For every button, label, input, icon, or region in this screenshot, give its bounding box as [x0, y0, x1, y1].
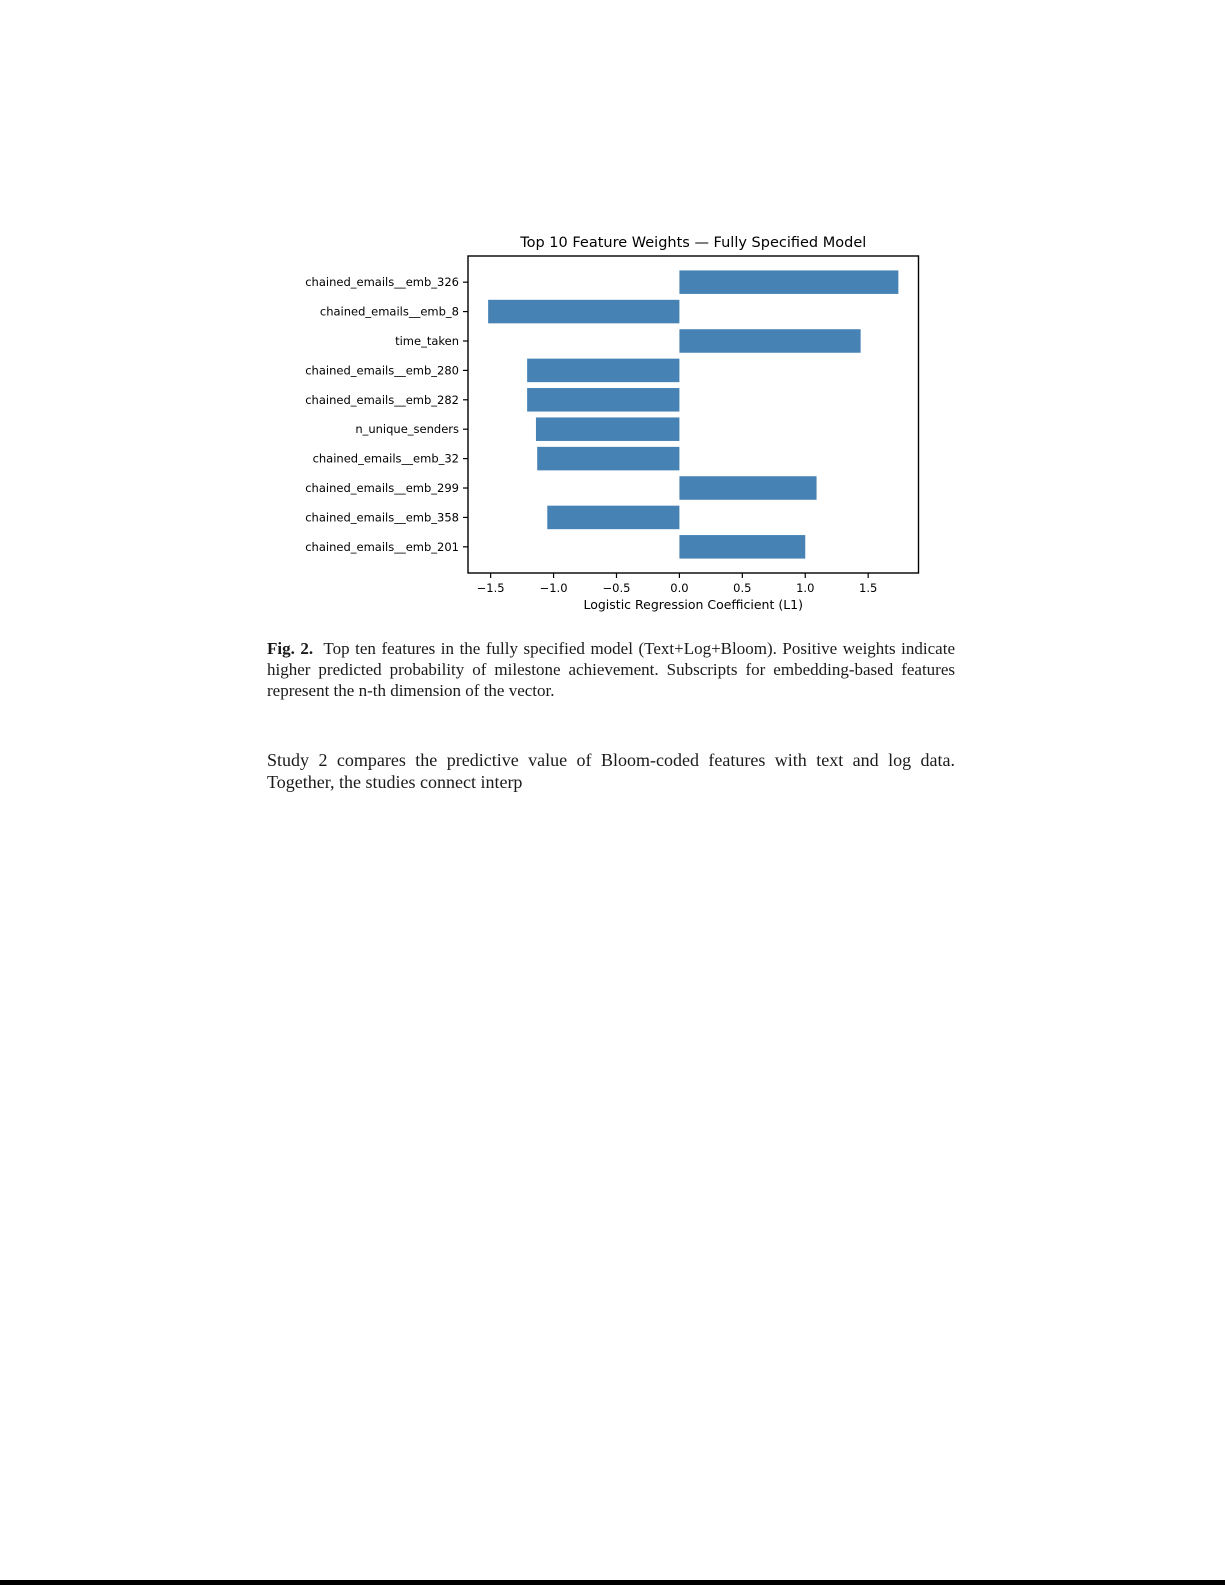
figure-caption-text: Top ten features in the fully specified … — [267, 639, 955, 700]
bar-chained_emails__emb_282 — [527, 388, 680, 412]
y-tick-label: chained_emails__emb_8 — [320, 305, 459, 319]
y-tick-label: chained_emails__emb_201 — [305, 540, 459, 554]
y-tick-label: chained_emails__emb_299 — [305, 481, 459, 495]
x-tick-label: 1.5 — [859, 581, 877, 595]
y-tick-label: chained_emails__emb_32 — [313, 452, 459, 466]
figure-caption: Fig. 2. Top ten features in the fully sp… — [267, 639, 955, 701]
x-tick-label: −0.5 — [603, 581, 631, 595]
y-tick-label: n_unique_senders — [355, 422, 459, 436]
x-tick-label: −1.5 — [477, 581, 505, 595]
x-axis-label: Logistic Regression Coefficient (L1) — [583, 597, 803, 612]
y-tick-label: chained_emails__emb_282 — [305, 393, 459, 407]
chart-title: Top 10 Feature Weights — Fully Specified… — [519, 235, 866, 251]
bar-time_taken — [679, 329, 861, 353]
x-tick-label: 0.0 — [670, 581, 688, 595]
bar-chained_emails__emb_201 — [679, 535, 806, 559]
y-tick-label: chained_emails__emb_280 — [305, 363, 459, 377]
bar-chained_emails__emb_326 — [679, 270, 899, 294]
bar-chained_emails__emb_299 — [679, 476, 817, 500]
y-tick-label: chained_emails__emb_326 — [305, 275, 459, 289]
x-tick-label: −1.0 — [540, 581, 568, 595]
x-tick-label: 0.5 — [733, 581, 751, 595]
bar-chained_emails__emb_32 — [537, 446, 680, 471]
body-paragraph: Study 2 compares the predictive value of… — [267, 750, 955, 793]
x-tick-label: 1.0 — [796, 581, 814, 595]
bar-chained_emails__emb_280 — [527, 358, 680, 383]
bottom-edge-bar — [0, 1580, 1225, 1585]
bar-chained_emails__emb_358 — [547, 505, 680, 530]
y-tick-label: chained_emails__emb_358 — [305, 510, 459, 524]
feature-weights-bar-chart: chained_emails__emb_326 chained_emails__e… — [305, 235, 920, 612]
bar-n_unique_senders — [535, 417, 680, 441]
y-tick-label: time_taken — [395, 334, 459, 348]
bar-chained_emails__emb_8 — [488, 299, 680, 324]
plot-border — [467, 255, 920, 574]
figure-2-chart-area: chained_emails__emb_326 chained_emails__e… — [280, 228, 970, 623]
figure-caption-label: Fig. 2. — [267, 639, 314, 658]
